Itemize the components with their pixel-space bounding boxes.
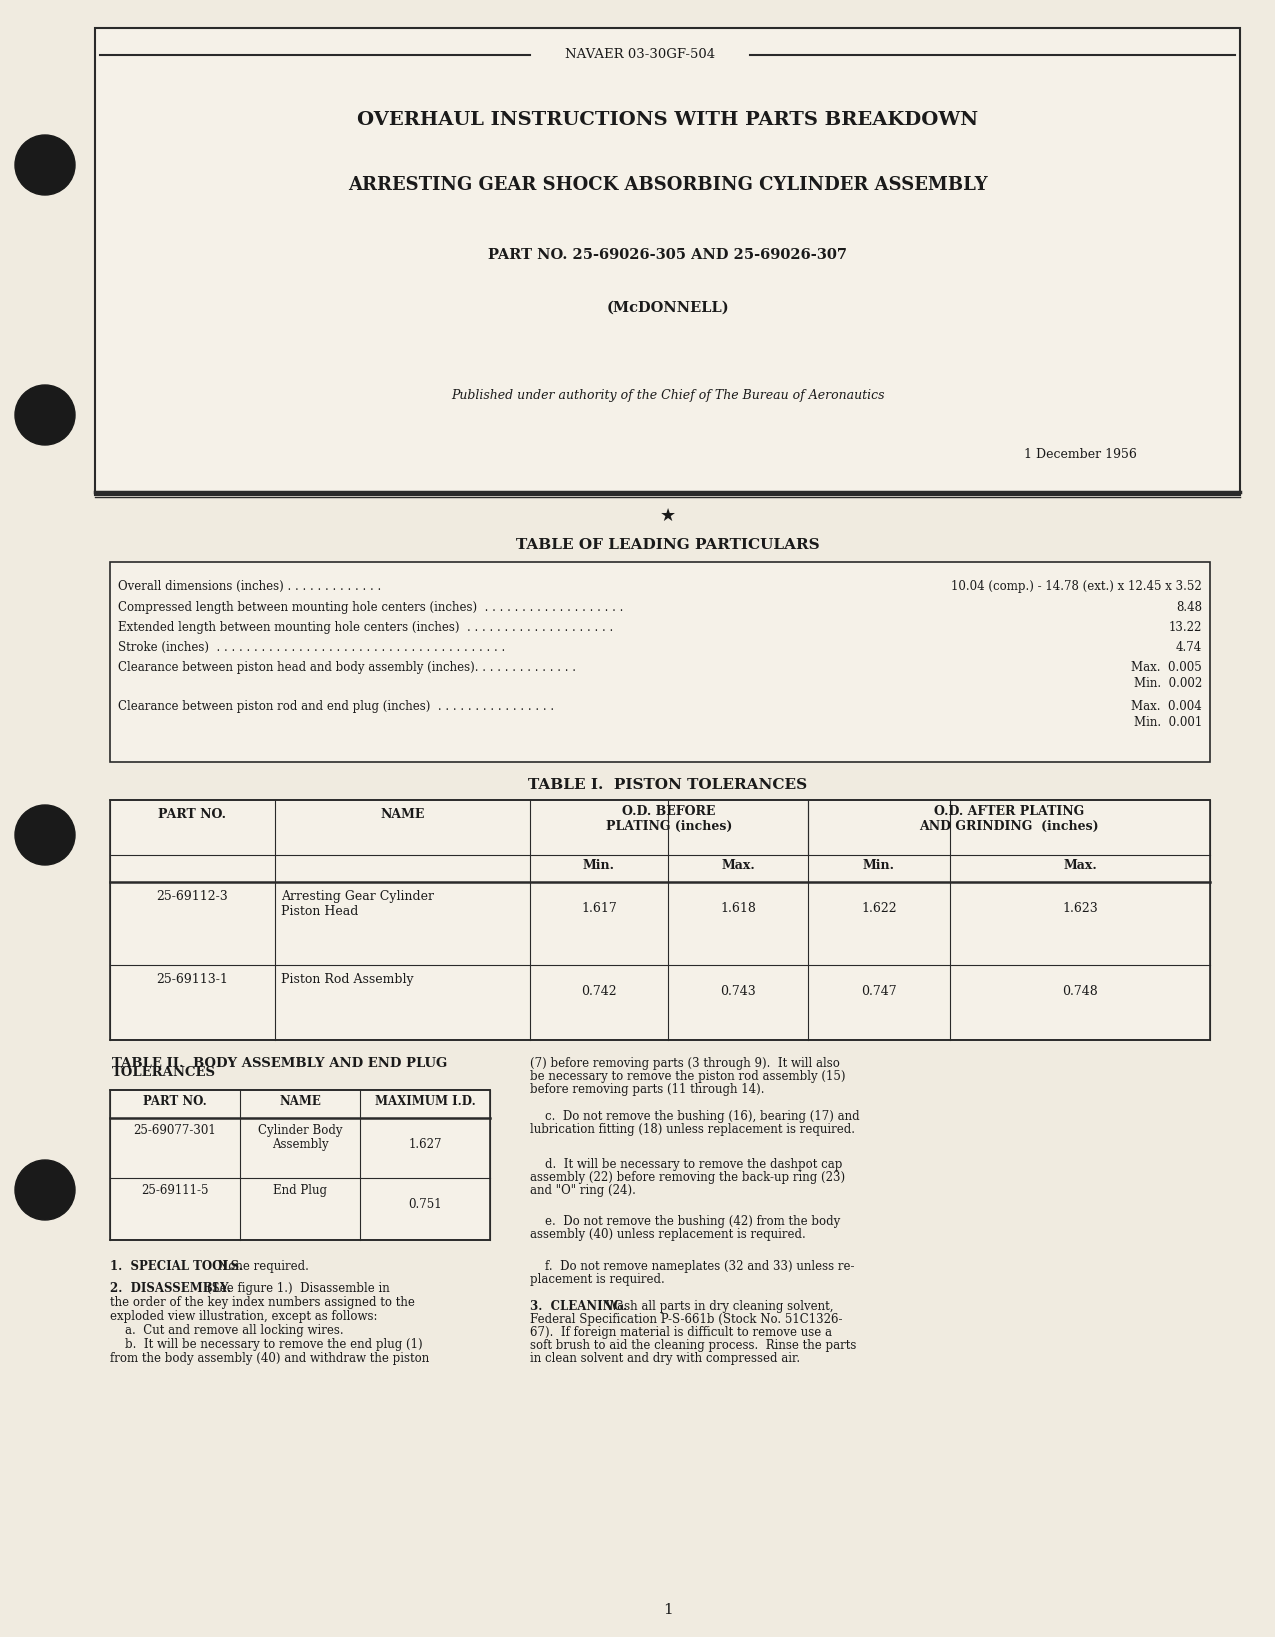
Text: Min.  0.001: Min. 0.001 <box>1133 715 1202 728</box>
Text: Wash all parts in dry cleaning solvent,: Wash all parts in dry cleaning solvent, <box>606 1300 834 1313</box>
Bar <box>110 561 1210 761</box>
Text: 25-69111-5: 25-69111-5 <box>142 1184 209 1197</box>
Text: O.D. BEFORE: O.D. BEFORE <box>622 805 715 818</box>
Text: 1.618: 1.618 <box>720 902 756 915</box>
Text: Published under authority of the Chief of The Bureau of Aeronautics: Published under authority of the Chief o… <box>451 388 885 401</box>
Text: O.D. AFTER PLATING: O.D. AFTER PLATING <box>933 805 1084 818</box>
Text: 1.623: 1.623 <box>1062 902 1098 915</box>
Text: AND GRINDING  (inches): AND GRINDING (inches) <box>919 820 1099 833</box>
Bar <box>110 800 1210 1039</box>
Circle shape <box>15 1161 75 1220</box>
Text: 2.  DISASSEMBLY.: 2. DISASSEMBLY. <box>110 1282 231 1295</box>
Text: Assembly: Assembly <box>272 1138 329 1151</box>
Text: Stroke (inches)  . . . . . . . . . . . . . . . . . . . . . . . . . . . . . . . .: Stroke (inches) . . . . . . . . . . . . … <box>119 642 505 655</box>
Text: PART NO.: PART NO. <box>158 809 227 822</box>
Text: TOLERANCES: TOLERANCES <box>112 1066 215 1079</box>
Text: MAXIMUM I.D.: MAXIMUM I.D. <box>375 1095 476 1108</box>
Text: 25-69112-3: 25-69112-3 <box>157 891 228 904</box>
Text: a.  Cut and remove all locking wires.: a. Cut and remove all locking wires. <box>110 1324 344 1337</box>
Text: TABLE II.  BODY ASSEMBLY AND END PLUG: TABLE II. BODY ASSEMBLY AND END PLUG <box>112 1058 448 1071</box>
Text: NAME: NAME <box>380 809 425 822</box>
Text: 67).  If foreign material is difficult to remove use a: 67). If foreign material is difficult to… <box>530 1326 833 1339</box>
Text: OVERHAUL INSTRUCTIONS WITH PARTS BREAKDOWN: OVERHAUL INSTRUCTIONS WITH PARTS BREAKDO… <box>357 111 979 129</box>
Text: d.  It will be necessary to remove the dashpot cap: d. It will be necessary to remove the da… <box>530 1157 843 1170</box>
Text: 0.748: 0.748 <box>1062 985 1098 999</box>
Text: Cylinder Body: Cylinder Body <box>258 1125 342 1138</box>
Text: 10.04 (comp.) - 14.78 (ext.) x 12.45 x 3.52: 10.04 (comp.) - 14.78 (ext.) x 12.45 x 3… <box>951 579 1202 593</box>
Text: soft brush to aid the cleaning process.  Rinse the parts: soft brush to aid the cleaning process. … <box>530 1339 857 1352</box>
Text: Piston Head: Piston Head <box>280 905 358 918</box>
Text: ARRESTING GEAR SHOCK ABSORBING CYLINDER ASSEMBLY: ARRESTING GEAR SHOCK ABSORBING CYLINDER … <box>348 177 988 195</box>
Bar <box>96 28 1241 494</box>
Text: ★: ★ <box>660 507 676 525</box>
Text: 1.  SPECIAL TOOLS.: 1. SPECIAL TOOLS. <box>110 1260 242 1274</box>
Text: PART NO.: PART NO. <box>143 1095 207 1108</box>
Text: 13.22: 13.22 <box>1169 620 1202 634</box>
Text: 0.751: 0.751 <box>408 1198 442 1211</box>
Text: PLATING (inches): PLATING (inches) <box>606 820 732 833</box>
Text: assembly (40) unless replacement is required.: assembly (40) unless replacement is requ… <box>530 1228 806 1241</box>
Text: assembly (22) before removing the back-up ring (23): assembly (22) before removing the back-u… <box>530 1170 845 1184</box>
Text: and "O" ring (24).: and "O" ring (24). <box>530 1184 636 1197</box>
Text: 4.74: 4.74 <box>1176 642 1202 655</box>
Text: 1.617: 1.617 <box>581 902 617 915</box>
Text: End Plug: End Plug <box>273 1184 326 1197</box>
Text: lubrication fitting (18) unless replacement is required.: lubrication fitting (18) unless replacem… <box>530 1123 856 1136</box>
Text: 1.622: 1.622 <box>861 902 896 915</box>
Text: e.  Do not remove the bushing (42) from the body: e. Do not remove the bushing (42) from t… <box>530 1215 840 1228</box>
Text: TABLE I.  PISTON TOLERANCES: TABLE I. PISTON TOLERANCES <box>528 778 807 792</box>
Text: 25-69077-301: 25-69077-301 <box>134 1125 217 1138</box>
Text: Min.  0.002: Min. 0.002 <box>1133 678 1202 691</box>
Circle shape <box>15 134 75 195</box>
Text: Overall dimensions (inches) . . . . . . . . . . . . .: Overall dimensions (inches) . . . . . . … <box>119 579 381 593</box>
Text: Max.: Max. <box>722 859 755 873</box>
Text: Federal Specification P-S-661b (Stock No. 51C1326-: Federal Specification P-S-661b (Stock No… <box>530 1313 843 1326</box>
Text: NAVAER 03-30GF-504: NAVAER 03-30GF-504 <box>565 49 715 62</box>
Text: Clearance between piston rod and end plug (inches)  . . . . . . . . . . . . . . : Clearance between piston rod and end plu… <box>119 701 555 714</box>
Text: be necessary to remove the piston rod assembly (15): be necessary to remove the piston rod as… <box>530 1071 845 1084</box>
Text: Extended length between mounting hole centers (inches)  . . . . . . . . . . . . : Extended length between mounting hole ce… <box>119 620 613 634</box>
Text: b.  It will be necessary to remove the end plug (1): b. It will be necessary to remove the en… <box>110 1337 422 1351</box>
Text: Max.  0.004: Max. 0.004 <box>1131 701 1202 714</box>
Text: (See figure 1.)  Disassemble in: (See figure 1.) Disassemble in <box>207 1282 390 1295</box>
Text: PART NO. 25-69026-305 AND 25-69026-307: PART NO. 25-69026-305 AND 25-69026-307 <box>488 247 848 262</box>
Text: TABLE OF LEADING PARTICULARS: TABLE OF LEADING PARTICULARS <box>516 539 820 552</box>
Text: c.  Do not remove the bushing (16), bearing (17) and: c. Do not remove the bushing (16), beari… <box>530 1110 859 1123</box>
Text: Max.: Max. <box>1063 859 1096 873</box>
Text: 8.48: 8.48 <box>1176 601 1202 614</box>
Circle shape <box>15 805 75 864</box>
Text: NAME: NAME <box>279 1095 321 1108</box>
Text: exploded view illustration, except as follows:: exploded view illustration, except as fo… <box>110 1310 377 1323</box>
Text: None required.: None required. <box>218 1260 309 1274</box>
Text: Clearance between piston head and body assembly (inches). . . . . . . . . . . . : Clearance between piston head and body a… <box>119 661 576 674</box>
Text: 25-69113-1: 25-69113-1 <box>157 972 228 985</box>
Text: placement is required.: placement is required. <box>530 1274 664 1287</box>
Text: f.  Do not remove nameplates (32 and 33) unless re-: f. Do not remove nameplates (32 and 33) … <box>530 1260 854 1274</box>
Text: 0.742: 0.742 <box>581 985 617 999</box>
Text: 1: 1 <box>663 1603 673 1617</box>
Text: in clean solvent and dry with compressed air.: in clean solvent and dry with compressed… <box>530 1352 801 1365</box>
Text: 1 December 1956: 1 December 1956 <box>1024 449 1136 462</box>
Text: from the body assembly (40) and withdraw the piston: from the body assembly (40) and withdraw… <box>110 1352 430 1365</box>
Text: Min.: Min. <box>583 859 615 873</box>
Text: 0.747: 0.747 <box>861 985 896 999</box>
Text: Piston Rod Assembly: Piston Rod Assembly <box>280 972 413 985</box>
Text: (7) before removing parts (3 through 9).  It will also: (7) before removing parts (3 through 9).… <box>530 1058 840 1071</box>
Text: Min.: Min. <box>863 859 895 873</box>
Text: (McDONNELL): (McDONNELL) <box>607 301 729 314</box>
Bar <box>110 1090 490 1239</box>
Text: 3.  CLEANING.: 3. CLEANING. <box>530 1300 627 1313</box>
Text: 1.627: 1.627 <box>408 1138 441 1151</box>
Text: the order of the key index numbers assigned to the: the order of the key index numbers assig… <box>110 1297 414 1310</box>
Text: Compressed length between mounting hole centers (inches)  . . . . . . . . . . . : Compressed length between mounting hole … <box>119 601 623 614</box>
Text: Max.  0.005: Max. 0.005 <box>1131 661 1202 674</box>
Text: Arresting Gear Cylinder: Arresting Gear Cylinder <box>280 891 434 904</box>
Circle shape <box>15 385 75 445</box>
Text: before removing parts (11 through 14).: before removing parts (11 through 14). <box>530 1084 765 1097</box>
Text: 0.743: 0.743 <box>720 985 756 999</box>
